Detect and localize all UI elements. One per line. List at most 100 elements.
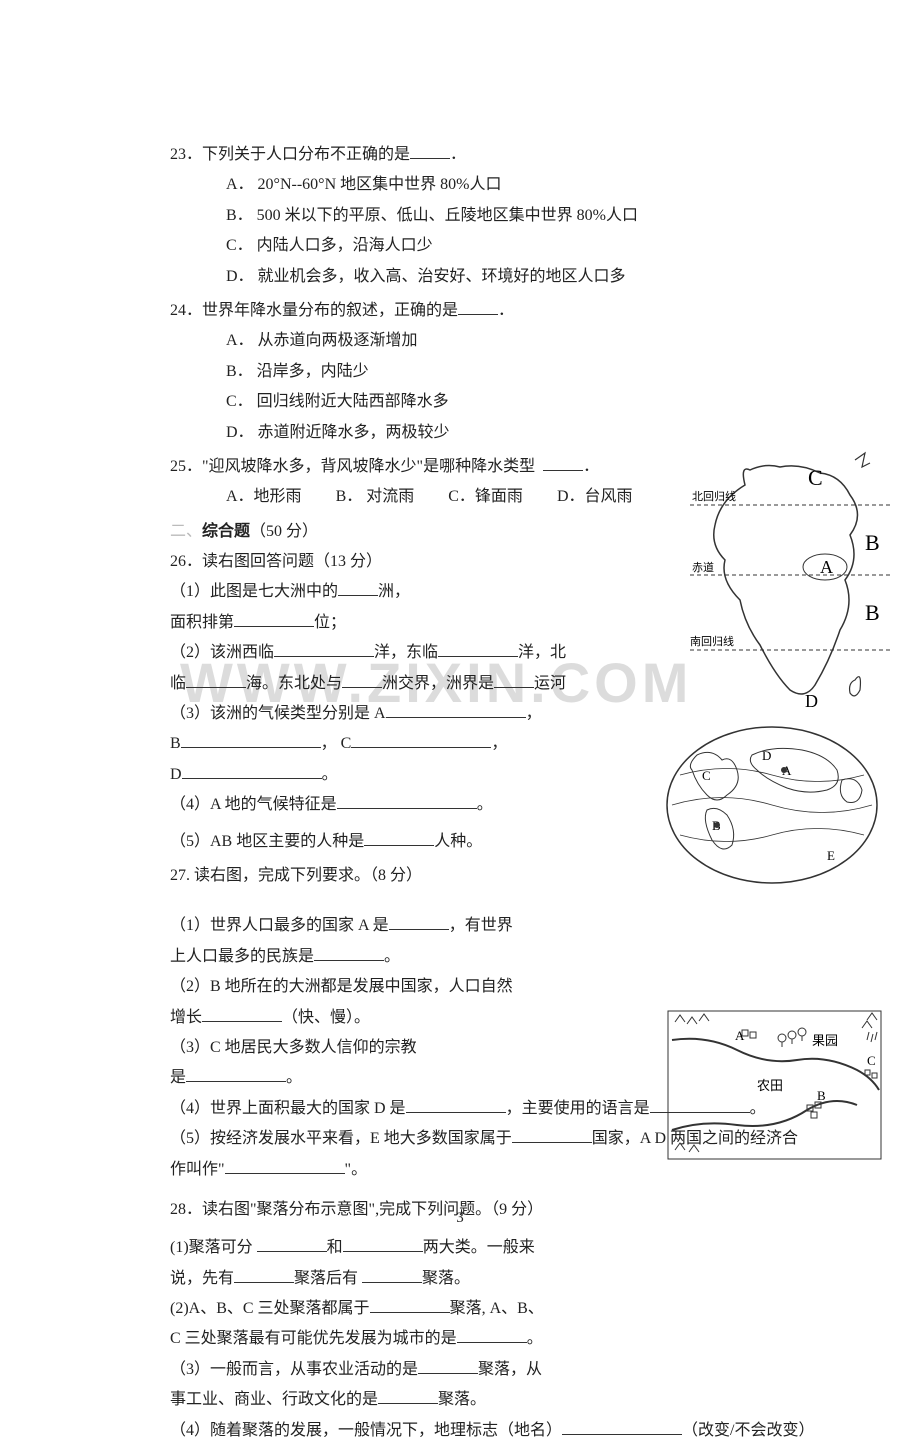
t: （5）AB 地区主要的人种是 [170,833,364,850]
t: （3）C 地居民大多数人信仰的宗教 [170,1039,417,1056]
t: ， C [321,735,352,752]
q27-p1b: 上人口最多的民族是。 [170,942,830,972]
q27-p2: （2）B 地所在的大洲都是发展中国家，人口自然 [170,972,830,1002]
lbl-orchard: 果园 [812,1033,838,1048]
dot-B [714,822,720,828]
t: 海。东北处与 [246,675,342,692]
t: （3）该洲的气候类型分别是 A [170,705,386,722]
t: 聚落, A、B、 [450,1300,544,1317]
q27-p1: （1）世界人口最多的国家 A 是 ，有世界 [170,911,830,941]
blank [181,732,321,748]
blank [257,1236,327,1252]
t: ，有世界 [449,917,513,934]
t: ， [491,735,507,752]
t: （2）B 地所在的大洲都是发展中国家，人口自然 [170,978,513,995]
madagascar [850,677,861,696]
q25-stem-post: ． [583,458,599,475]
blank [457,1327,527,1343]
blank [406,1097,506,1113]
q23-stem: 23．下列关于人口分布不正确的是． [170,140,830,170]
q28-p1b: 说，先有聚落后有 聚落。 [170,1264,830,1294]
africa-map: 北回归线 赤道 南回归线 C B B A D [690,445,890,715]
q28-title: 28．读右图"聚落分布示意图",完成下列问题。（9 分） [170,1195,830,1225]
landmass-namerica [840,779,862,803]
blank [314,945,384,961]
q25-C: C．锋面雨 [448,482,523,512]
lbl-A: A [735,1028,745,1043]
q28: 28．读右图"聚落分布示意图",完成下列问题。（9 分） (1)聚落可分 和两大… [170,1195,830,1446]
q28-p2b: C 三处聚落最有可能优先发展为城市的是 。 [170,1324,830,1354]
t: 和 [327,1239,343,1256]
t: 人种。 [434,833,482,850]
t: ，主要使用的语言是 [506,1100,650,1117]
blank [351,732,491,748]
q28-p2: (2)A、B、C 三处聚落都属于 聚落, A、B、 [170,1294,830,1324]
t: (2)A、B、C 三处聚落都属于 [170,1300,370,1317]
blank [342,672,382,688]
t: （改变/不会改变） [682,1422,814,1439]
t: 聚落。 [438,1391,486,1408]
t: （1）世界人口最多的国家 A 是 [170,917,389,934]
lbl-C: C [702,768,711,783]
q23-A: A． 20°N--60°N 地区集中世界 80%人口 [170,170,830,200]
world-map: A B C D E [662,720,882,890]
t: 聚落，从 [478,1361,542,1378]
lbl-B: B [817,1088,826,1103]
q24-C: C． 回归线附近大陆西部降水多 [170,387,830,417]
q28-p3b: 事工业、商业、行政文化的是聚落。 [170,1385,830,1415]
q23-stem-pre: 23．下列关于人口分布不正确的是 [170,146,410,163]
q24-stem-post: ． [498,302,514,319]
t: 是 [170,1069,186,1086]
q28-p4: （4）随着聚落的发展，一般情况下，地理标志（地名）（改变/不会改变） [170,1416,830,1446]
t: （5）按经济发展水平来看，E 地大多数国家属于 [170,1130,512,1147]
lbl-E: E [827,848,835,863]
grass-icon [867,1032,877,1042]
blank [343,1236,423,1252]
t: 。 [384,948,400,965]
blank [494,672,534,688]
blank [410,143,450,159]
settlement-map: 果园 农田 A B C [667,1010,882,1160]
q28-p1: (1)聚落可分 和两大类。一般来 [170,1233,830,1263]
q25-A: A．地形雨 [226,482,302,512]
blank [234,611,314,627]
t: （3）一般而言，从事农业活动的是 [170,1361,418,1378]
q28-p3: （3）一般而言，从事农业活动的是 聚落，从 [170,1355,830,1385]
t: （1）此图是七大洲中的 [170,583,338,600]
blank [543,455,583,471]
lbl-D: D [762,748,771,763]
t: 临 [170,675,186,692]
q24-A: A． 从赤道向两极逐渐增加 [170,326,830,356]
q25-stem-pre: 25．"迎风坡降水多，背风坡降水少"是哪种降水类型 [170,458,535,475]
t: 洋，东临 [374,644,438,661]
q25-D: D．台风雨 [557,482,633,512]
blank [364,830,434,846]
t: 聚落后有 [294,1270,362,1287]
river2 [672,1101,857,1130]
blank [378,1388,438,1404]
lbl-north: 北回归线 [692,489,736,503]
lbl-field: 农田 [757,1078,783,1093]
t: "。 [345,1161,368,1178]
q23-B: B． 500 米以下的平原、低山、丘陵地区集中世界 80%人口 [170,201,830,231]
t: 。 [527,1330,543,1347]
q23-C: C． 内陆人口多，沿海人口少 [170,231,830,261]
orchard-icon [778,1028,806,1047]
blank [186,1066,286,1082]
t: （4）A 地的气候特征是 [170,796,337,813]
blank [202,1006,282,1022]
t: B [170,735,181,752]
t: 面积排第 [170,614,234,631]
t: （快、慢）。 [282,1009,370,1026]
lat1 [672,798,872,813]
lbl-equator: 赤道 [692,560,714,574]
blank [274,641,374,657]
blank [562,1419,682,1435]
q24-D: D． 赤道附近降水多，两极较少 [170,418,830,448]
t: 运河 [534,675,566,692]
q23: 23．下列关于人口分布不正确的是． A． 20°N--60°N 地区集中世界 8… [170,140,830,292]
lbl-B2: B [865,600,880,625]
t: 。 [286,1069,302,1086]
q25-B: B． 对流雨 [336,482,415,512]
t: C 三处聚落最有可能优先发展为城市的是 [170,1330,457,1347]
